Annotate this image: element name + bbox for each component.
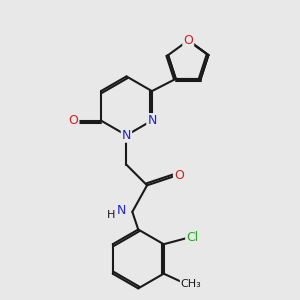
Text: N: N xyxy=(122,129,131,142)
Text: O: O xyxy=(174,169,184,182)
Text: H: H xyxy=(107,210,115,220)
Text: Cl: Cl xyxy=(186,231,198,244)
Text: CH₃: CH₃ xyxy=(181,279,202,289)
Text: N: N xyxy=(116,204,126,217)
Text: O: O xyxy=(69,114,79,127)
Text: N: N xyxy=(147,114,157,127)
Text: O: O xyxy=(183,34,193,47)
